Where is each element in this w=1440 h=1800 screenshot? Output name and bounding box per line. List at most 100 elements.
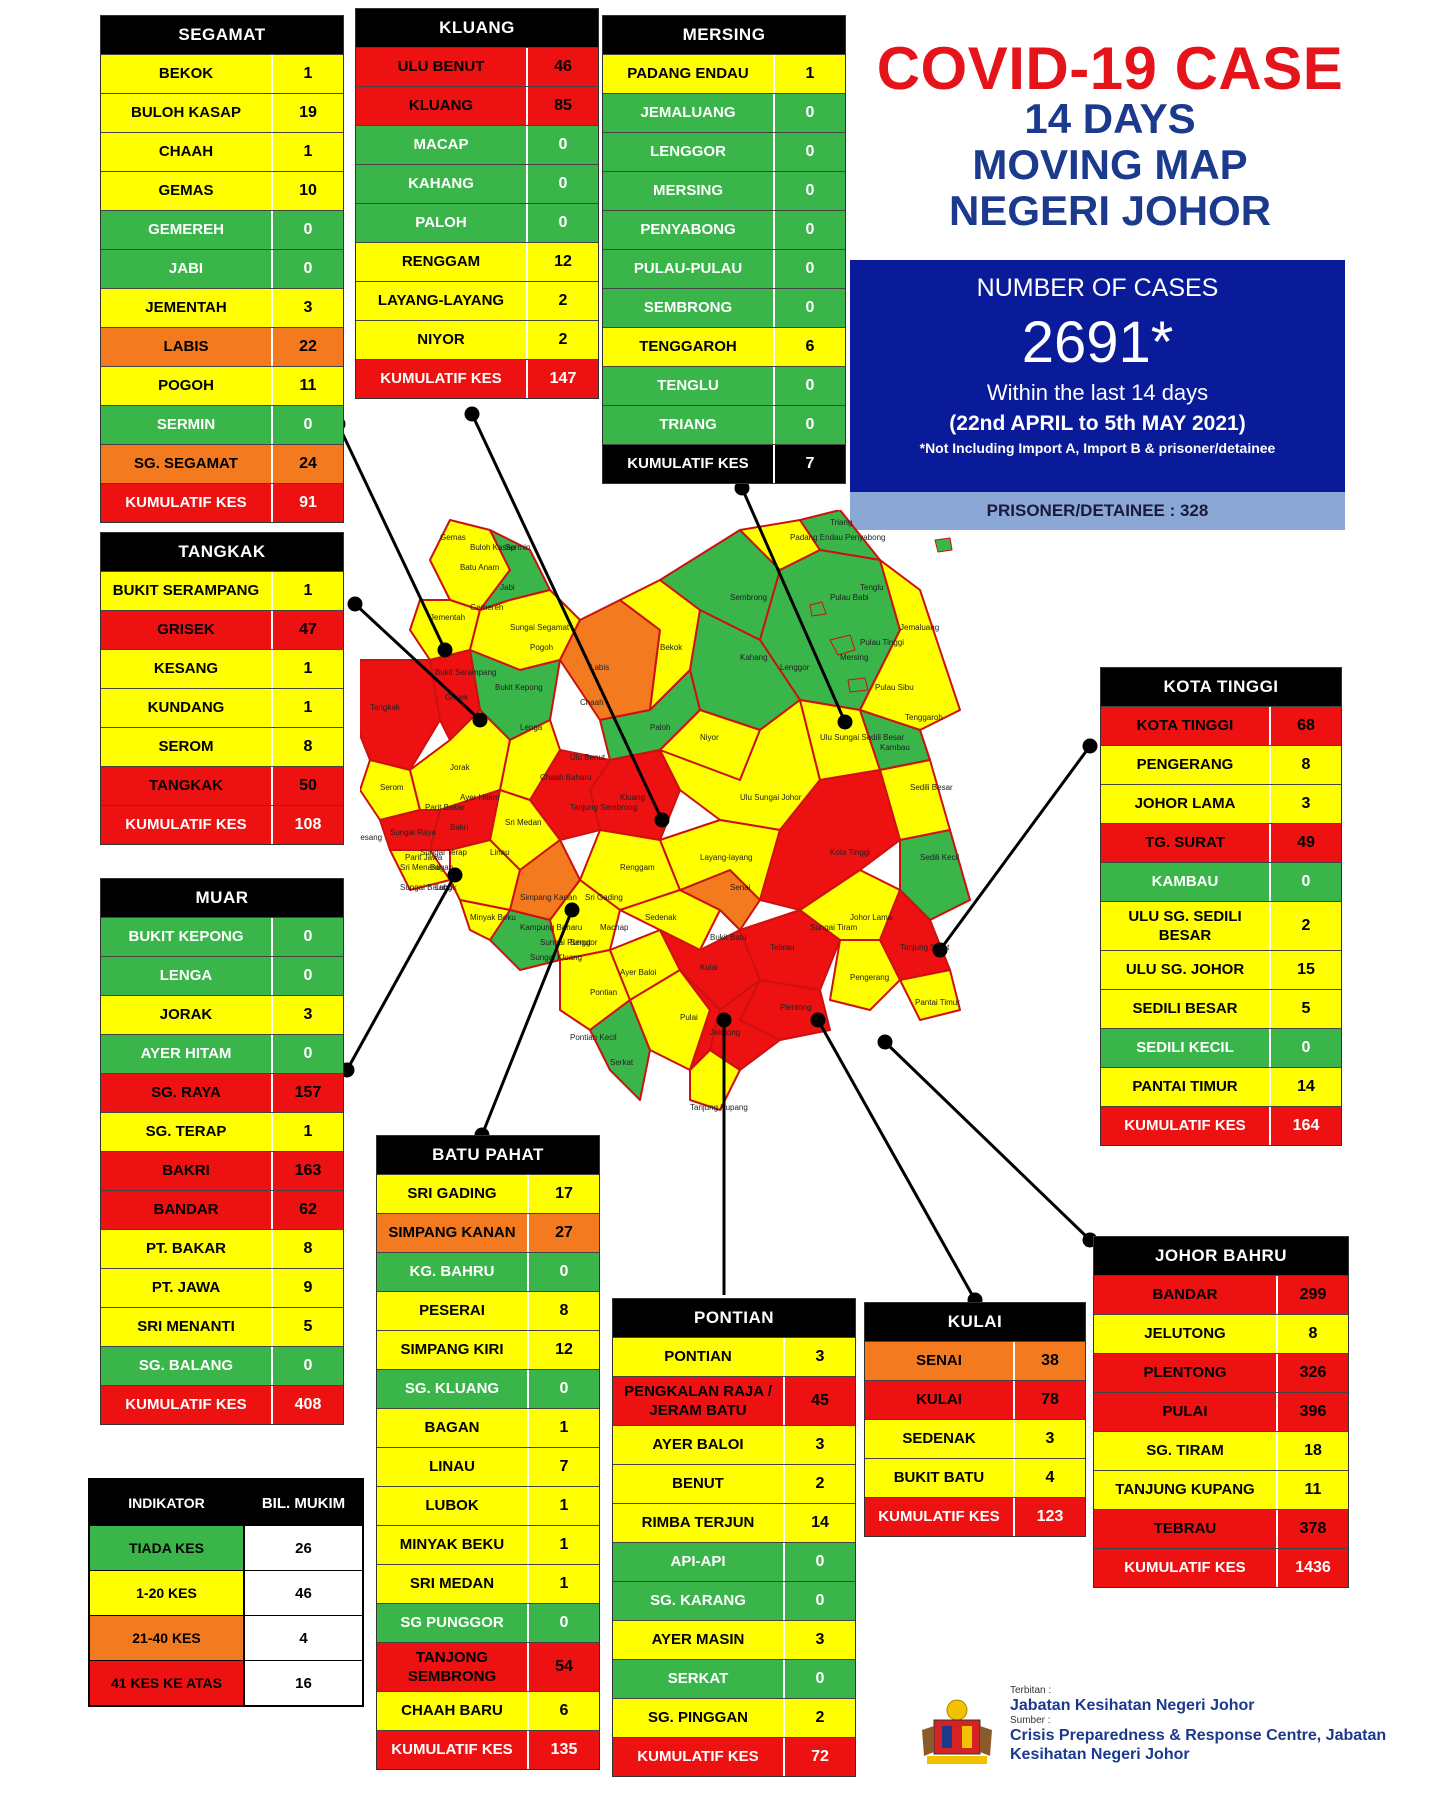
mukim-row: LINAU 7 [377,1447,599,1486]
mukim-row: JELUTONG 8 [1094,1314,1348,1353]
case-count: 0 [1301,1039,1311,1056]
case-count: 0 [303,967,313,984]
case-count: 3 [303,299,313,316]
mukim-row: NIYOR 2 [356,320,598,359]
mukim-name: SG. TERAP [101,1113,273,1151]
mukim-name: SEMBRONG [603,289,775,327]
case-count: 0 [1301,873,1311,890]
mukim-name: KAMBAU [1101,863,1271,901]
mukim-name: KUMULATIF KES [377,1731,529,1769]
island-sibu [847,677,869,693]
mukim-name: TENGLU [603,367,775,405]
case-count: 47 [299,621,317,638]
mukim-row: SG. KLUANG 0 [377,1369,599,1408]
mukim-row: BENUT 2 [613,1464,855,1503]
legend-indicator: 1-20 KES [90,1571,245,1615]
map-label: Machap [600,923,629,932]
cases-note: *Not Including Import A, Import B & pris… [919,440,1276,456]
case-count: 2 [558,331,568,348]
total-row: KUMULATIF KES 1436 [1094,1548,1348,1587]
case-count: 299 [1299,1286,1327,1303]
map-label: Jelutong [710,1028,740,1037]
total-row: KUMULATIF KES 123 [865,1497,1085,1536]
map-label: Lenga [520,723,543,732]
total-row: KUMULATIF KES 91 [101,483,343,522]
case-count: 108 [294,816,322,833]
mukim-row: TG. SURAT 49 [1101,823,1341,862]
mukim-name: PENGKALAN RAJA / JERAM BATU [613,1377,785,1425]
mukim-name: ULU SG. JOHOR [1101,951,1271,989]
mukim-row: SERMIN 0 [101,405,343,444]
mukim-row: PALOH 0 [356,203,598,242]
mukim-name: JOHOR LAMA [1101,785,1271,823]
case-count: 3 [1045,1430,1055,1447]
map-label: Simpang Kanan [520,893,577,902]
case-count: 0 [805,104,815,121]
map-label: Jemaluang [900,623,939,632]
mukim-row: PLENTONG 326 [1094,1353,1348,1392]
case-count: 3 [815,1348,825,1365]
case-count: 2 [815,1709,825,1726]
map-label: Kota Tinggi [830,848,870,857]
mukim-name: JEMENTAH [101,289,273,327]
case-count: 1 [559,1536,569,1553]
mukim-row: ULU BENUT 46 [356,47,598,86]
map-label: Bekok [660,643,683,652]
case-count: 2 [815,1475,825,1492]
map-label: Benut [570,938,592,947]
map-label: Sungai Terap [420,848,468,857]
mukim-row: TRIANG 0 [603,405,845,444]
legend-count: 4 [245,1616,362,1660]
mukim-row: SG. PINGGAN 2 [613,1698,855,1737]
mukim-name: SG. KARANG [613,1582,785,1620]
map-label: Linau [490,848,510,857]
mukim-row: SIMPANG KIRI 12 [377,1330,599,1369]
mukim-name: SG. PINGGAN [613,1699,785,1737]
case-count: 157 [294,1084,322,1101]
total-row: KUMULATIF KES 72 [613,1737,855,1776]
prisoner-count: PRISONER/DETAINEE : 328 [850,492,1345,530]
mukim-row: SG. TERAP 1 [101,1112,343,1151]
map-label: Renggam [620,863,655,872]
region-sedenak [619,889,721,951]
case-count: 0 [805,299,815,316]
map-label: Triang [830,518,852,527]
mukim-name: SG. KLUANG [377,1370,529,1408]
case-count: 0 [805,416,815,433]
case-count: 62 [299,1201,317,1218]
mukim-name: TEBRAU [1094,1510,1278,1548]
mukim-name: AYER BALOI [613,1426,785,1464]
mukim-name: LINAU [377,1448,529,1486]
case-count: 396 [1299,1403,1327,1420]
region-tanjung-kupang [689,1049,741,1111]
map-label: Pogoh [530,643,553,652]
map-label: Jabi [500,583,515,592]
mukim-row: SENAI 38 [865,1341,1085,1380]
case-count: 1 [559,1575,569,1592]
case-count: 18 [1304,1442,1322,1459]
subtitle-line-1: 14 DAYS [1024,95,1196,142]
map-label: Chaah Baharu [540,773,592,782]
mukim-row: SG. TIRAM 18 [1094,1431,1348,1470]
map-label: Pontian [590,988,617,997]
mukim-name: API-API [613,1543,785,1581]
mukim-name: KUMULATIF KES [1101,1107,1271,1145]
case-count: 15 [1297,961,1315,978]
map-label: Pulau Sibu [875,683,914,692]
mukim-row: AYER MASIN 3 [613,1620,855,1659]
mukim-name: RIMBA TERJUN [613,1504,785,1542]
mukim-name: SEDENAK [865,1420,1015,1458]
case-count: 49 [1297,834,1315,851]
case-count: 8 [1308,1325,1318,1342]
map-label: Plentong [780,1003,812,1012]
mukim-row: KAMBAU 0 [1101,862,1341,901]
total-row: KUMULATIF KES 7 [603,444,845,483]
district-table-mersing: MERSING PADANG ENDAU 1 JEMALUANG 0 LENGGOR 0 ME… [602,15,846,484]
mukim-name: SG PUNGGOR [377,1604,529,1642]
case-count: 1 [303,660,313,677]
mukim-name: JEMALUANG [603,94,775,132]
case-count: 163 [294,1162,322,1179]
case-count: 0 [815,1553,825,1570]
case-count: 408 [294,1396,322,1413]
district-table-pontian: PONTIAN PONTIAN 3 PENGKALAN RAJA / JERAM BA… [612,1298,856,1777]
